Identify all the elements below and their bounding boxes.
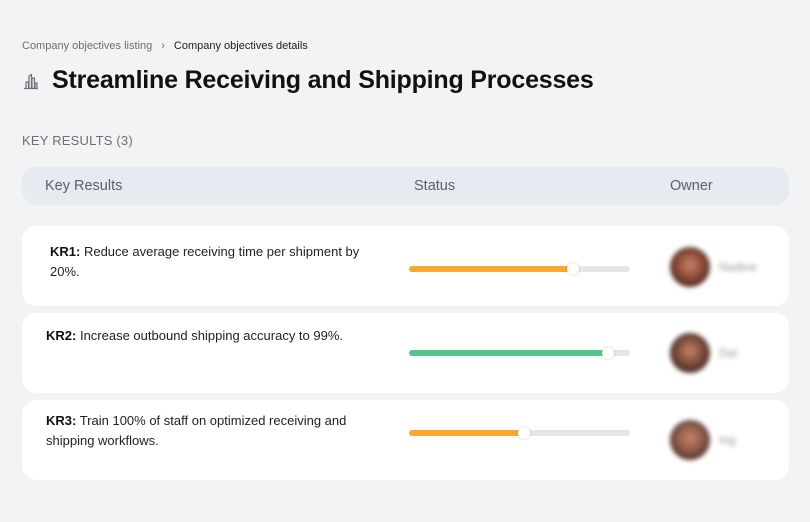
column-header-owner: Owner xyxy=(670,178,713,194)
avatar xyxy=(670,247,710,287)
page-header: Streamline Receiving and Shipping Proces… xyxy=(22,66,594,95)
key-result-text: Reduce average receiving time per shipme… xyxy=(50,244,360,279)
progress-fill xyxy=(409,350,608,356)
column-header-key-results: Key Results xyxy=(45,178,123,194)
progress-bar xyxy=(409,347,630,359)
breadcrumb-link-objectives-listing[interactable]: Company objectives listing xyxy=(22,40,153,52)
key-results-table-header: Key Results Status Owner xyxy=(22,167,789,205)
column-header-status: Status xyxy=(414,178,456,194)
owner-name: Ing xyxy=(719,433,736,447)
key-result-id: KR3: xyxy=(46,413,77,428)
buildings-icon xyxy=(22,72,40,90)
progress-bar xyxy=(409,263,630,275)
page-title: Streamline Receiving and Shipping Proces… xyxy=(52,66,594,94)
key-result-row[interactable]: KR2: Increase outbound shipping accuracy… xyxy=(22,313,789,393)
breadcrumb-chevron-icon: › xyxy=(161,40,165,52)
avatar xyxy=(670,333,710,373)
key-results-count-label: KEY RESULTS (3) xyxy=(22,133,133,148)
key-result-id: KR2: xyxy=(46,328,77,343)
progress-fill xyxy=(409,266,573,272)
key-result-text: Train 100% of staff on optimized receivi… xyxy=(46,413,347,448)
key-result-text: Increase outbound shipping accuracy to 9… xyxy=(76,328,344,343)
avatar xyxy=(670,420,710,460)
breadcrumb: Company objectives listing › Company obj… xyxy=(22,40,308,52)
progress-fill xyxy=(409,430,524,436)
progress-knob[interactable] xyxy=(517,427,530,439)
progress-knob[interactable] xyxy=(566,263,579,275)
key-result-id: KR1: xyxy=(50,244,81,259)
progress-knob[interactable] xyxy=(601,347,614,359)
owner-name: Nadine xyxy=(719,260,758,274)
owner-name: Dai xyxy=(719,346,738,360)
key-result-description: KR3: Train 100% of staff on optimized re… xyxy=(46,411,376,451)
key-result-description: KR1: Reduce average receiving time per s… xyxy=(50,242,380,282)
key-result-description: KR2: Increase outbound shipping accuracy… xyxy=(46,326,376,346)
breadcrumb-current: Company objectives details xyxy=(173,40,308,52)
progress-bar xyxy=(409,427,630,439)
key-result-row[interactable]: KR3: Train 100% of staff on optimized re… xyxy=(22,400,789,480)
key-result-row[interactable]: KR1: Reduce average receiving time per s… xyxy=(22,226,789,306)
